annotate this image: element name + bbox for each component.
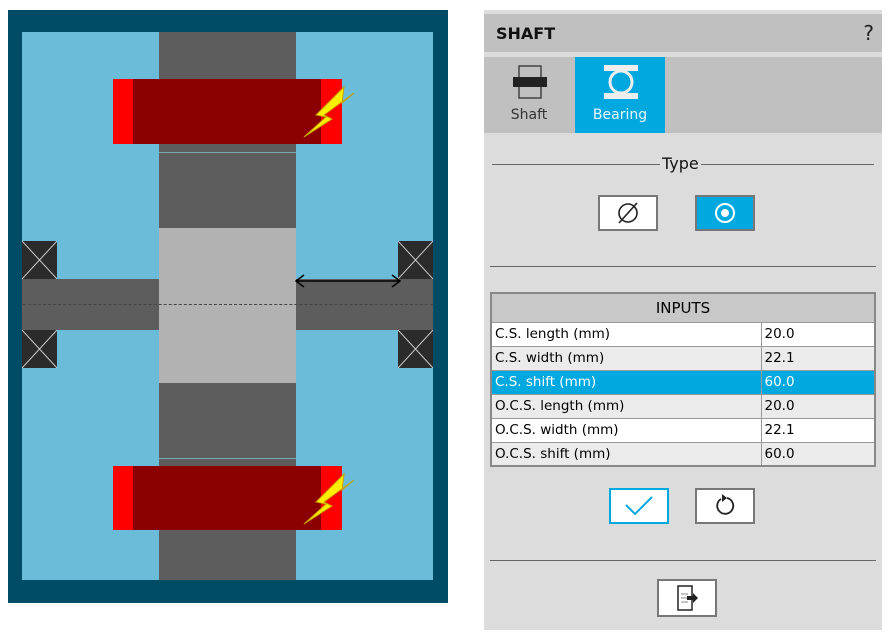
apply-button[interactable]	[609, 488, 669, 524]
export-icon	[677, 585, 698, 611]
row-label: O.C.S. shift (mm)	[490, 441, 762, 467]
table-row-selected[interactable]: C.S. shift (mm) 60.0	[490, 369, 876, 395]
table-row[interactable]: O.C.S. shift (mm) 60.0	[490, 441, 876, 467]
properties-panel: SHAFT ? Shaft Bearing Type INPUTS C.S. l…	[484, 10, 882, 630]
guide-line	[159, 458, 296, 459]
export-button[interactable]	[657, 579, 717, 617]
bearing-icon[interactable]	[22, 241, 57, 279]
shaft-drawing-canvas[interactable]	[8, 10, 448, 603]
panel-title: SHAFT	[496, 24, 556, 43]
row-label: C.S. shift (mm)	[490, 369, 762, 395]
shift-dimension-arrow	[294, 274, 402, 288]
divider	[490, 266, 876, 267]
shaft-icon	[513, 65, 547, 99]
row-label: C.S. width (mm)	[490, 345, 762, 371]
drawing-area	[22, 32, 433, 580]
type-option-solid[interactable]	[598, 195, 658, 231]
help-button[interactable]: ?	[863, 21, 874, 45]
check-icon	[625, 496, 653, 516]
row-label: O.C.S. length (mm)	[490, 393, 762, 419]
table-row[interactable]: O.C.S. length (mm) 20.0	[490, 393, 876, 419]
row-value[interactable]: 60.0	[760, 441, 876, 467]
type-option-bearing[interactable]	[695, 195, 755, 231]
reset-icon	[716, 494, 735, 515]
row-value[interactable]: 22.1	[760, 345, 876, 371]
bearing-icon[interactable]	[398, 330, 433, 368]
table-row[interactable]: C.S. length (mm) 20.0	[490, 321, 876, 347]
tab-bearing[interactable]: Bearing	[575, 57, 665, 133]
inputs-table: INPUTS C.S. length (mm) 20.0 C.S. width (…	[490, 292, 876, 467]
divider	[490, 560, 876, 561]
lightning-icon	[303, 472, 355, 525]
bearing-tab-icon	[604, 65, 638, 99]
radio-dot-icon	[715, 203, 735, 223]
gear-top[interactable]	[113, 79, 342, 144]
inputs-header: INPUTS	[490, 292, 876, 323]
row-value[interactable]: 20.0	[760, 321, 876, 347]
tab-label: Shaft	[510, 107, 548, 123]
table-row[interactable]: O.C.S. width (mm) 22.1	[490, 417, 876, 443]
lightning-icon	[303, 85, 355, 138]
diameter-icon	[618, 202, 638, 224]
tab-bar: Shaft Bearing	[484, 57, 882, 133]
centerline	[22, 304, 433, 305]
tab-label: Bearing	[592, 107, 648, 123]
bearing-icon[interactable]	[22, 330, 57, 368]
type-label: Type	[660, 154, 701, 173]
row-value[interactable]: 22.1	[760, 417, 876, 443]
guide-line	[159, 152, 296, 153]
row-value[interactable]: 60.0	[760, 369, 876, 395]
row-label: O.C.S. width (mm)	[490, 417, 762, 443]
row-label: C.S. length (mm)	[490, 321, 762, 347]
reset-button[interactable]	[695, 488, 755, 524]
table-row[interactable]: C.S. width (mm) 22.1	[490, 345, 876, 371]
tab-shaft[interactable]: Shaft	[484, 57, 574, 133]
row-value[interactable]: 20.0	[760, 393, 876, 419]
bearing-icon[interactable]	[398, 241, 433, 279]
gear-bottom[interactable]	[113, 466, 342, 530]
panel-header: SHAFT ?	[484, 14, 882, 52]
shaft-section	[159, 228, 296, 383]
